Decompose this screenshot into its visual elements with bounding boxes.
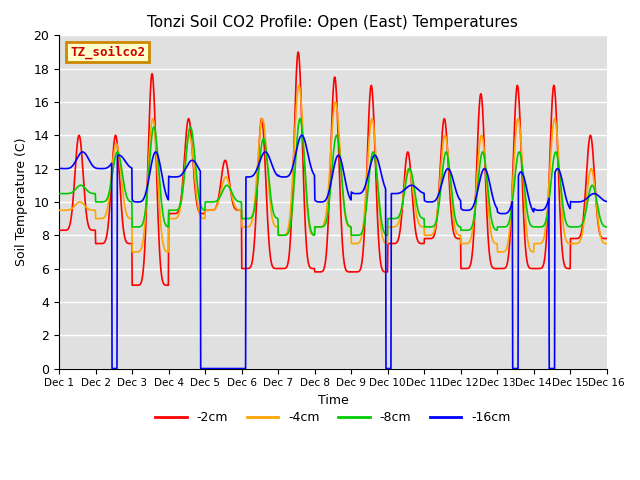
Y-axis label: Soil Temperature (C): Soil Temperature (C) <box>15 138 28 266</box>
Title: Tonzi Soil CO2 Profile: Open (East) Temperatures: Tonzi Soil CO2 Profile: Open (East) Temp… <box>147 15 518 30</box>
X-axis label: Time: Time <box>317 394 348 407</box>
Legend: -2cm, -4cm, -8cm, -16cm: -2cm, -4cm, -8cm, -16cm <box>150 406 516 429</box>
Text: TZ_soilco2: TZ_soilco2 <box>70 45 145 59</box>
